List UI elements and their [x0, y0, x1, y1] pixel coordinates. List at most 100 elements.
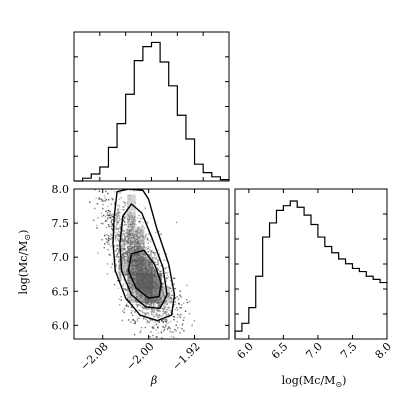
- sample-point: [111, 218, 113, 221]
- y-tick-label: 8.0: [52, 183, 70, 196]
- sample-point: [126, 232, 128, 234]
- sample-point: [130, 312, 132, 314]
- sample-point: [131, 234, 134, 237]
- sample-point: [176, 313, 179, 316]
- sample-point: [170, 335, 172, 338]
- sample-point: [117, 233, 120, 236]
- sample-point: [128, 256, 130, 258]
- sample-point: [174, 308, 177, 311]
- sample-point: [133, 333, 136, 336]
- sample-point: [132, 238, 134, 240]
- sample-point: [129, 247, 131, 249]
- sample-point: [118, 211, 120, 214]
- sample-point: [151, 257, 154, 259]
- sample-point: [117, 287, 120, 289]
- sample-point: [164, 319, 166, 321]
- sample-point: [160, 233, 162, 235]
- sample-point: [104, 196, 106, 199]
- sample-point: [118, 244, 120, 246]
- sample-point: [142, 318, 145, 320]
- sample-point: [145, 304, 147, 306]
- sample-point: [156, 261, 159, 263]
- sample-point: [133, 216, 136, 218]
- sample-point: [123, 278, 125, 281]
- sample-point: [121, 233, 123, 235]
- sample-point: [128, 285, 130, 288]
- sample-point: [134, 281, 137, 284]
- sample-point: [140, 234, 143, 237]
- sample-point: [132, 246, 135, 248]
- sample-point: [163, 302, 165, 305]
- sample-point: [119, 277, 121, 279]
- sample-point: [117, 267, 120, 270]
- sample-point: [129, 252, 131, 255]
- sample-point: [157, 309, 160, 311]
- sample-point: [157, 310, 159, 312]
- sample-point: [154, 321, 156, 323]
- sample-point: [129, 242, 131, 244]
- sample-point: [156, 309, 159, 311]
- sample-point: [157, 302, 160, 305]
- sample-point: [124, 258, 126, 261]
- sample-point: [118, 265, 120, 267]
- sample-point: [138, 303, 140, 306]
- sample-point: [107, 205, 109, 208]
- sample-point: [132, 291, 134, 294]
- sample-point: [146, 303, 148, 305]
- sample-point: [164, 267, 166, 270]
- sample-point: [154, 270, 157, 272]
- sample-point: [127, 239, 130, 241]
- sample-point: [151, 256, 154, 259]
- sample-point: [161, 285, 163, 288]
- sample-point: [134, 311, 136, 313]
- sample-point: [152, 303, 155, 306]
- sample-point: [132, 291, 134, 294]
- sample-point: [137, 228, 139, 230]
- sample-point: [128, 296, 130, 299]
- sample-point: [159, 310, 162, 313]
- sample-point: [158, 314, 161, 316]
- sample-point: [106, 241, 108, 243]
- sample-point: [107, 214, 109, 216]
- sample-point: [133, 253, 136, 255]
- sample-point: [105, 210, 107, 212]
- sample-point: [134, 256, 137, 259]
- sample-point: [156, 313, 158, 315]
- sample-point: [134, 290, 136, 293]
- sample-point: [179, 332, 181, 334]
- sample-point: [130, 240, 133, 243]
- sample-point: [168, 287, 171, 289]
- sample-point: [135, 242, 138, 245]
- sample-point: [116, 217, 118, 220]
- sample-point: [171, 288, 173, 290]
- sample-point: [137, 239, 139, 242]
- density-cell: [118, 259, 128, 276]
- sample-point: [164, 325, 167, 328]
- sample-point: [126, 272, 128, 275]
- sample-point: [161, 300, 164, 302]
- sample-point: [109, 212, 111, 215]
- sample-point: [116, 228, 118, 230]
- sample-point: [134, 230, 137, 233]
- sample-point: [162, 325, 164, 328]
- sample-point: [123, 220, 125, 222]
- sample-point: [129, 234, 132, 237]
- sample-point: [156, 267, 158, 269]
- sample-point: [127, 277, 130, 279]
- sample-point: [101, 199, 104, 201]
- sample-point: [170, 301, 172, 303]
- sample-point: [122, 247, 125, 249]
- sample-point: [162, 282, 164, 285]
- sample-point: [114, 220, 116, 222]
- sample-point: [147, 248, 149, 250]
- sample-point: [130, 248, 132, 251]
- sample-point: [154, 255, 156, 257]
- sample-point: [162, 326, 165, 328]
- sample-point: [163, 311, 166, 313]
- sample-point: [111, 234, 113, 237]
- sample-point: [108, 210, 111, 213]
- sample-point: [139, 244, 141, 247]
- sample-point: [161, 319, 164, 321]
- sample-point: [124, 256, 126, 258]
- sample-point: [132, 232, 134, 234]
